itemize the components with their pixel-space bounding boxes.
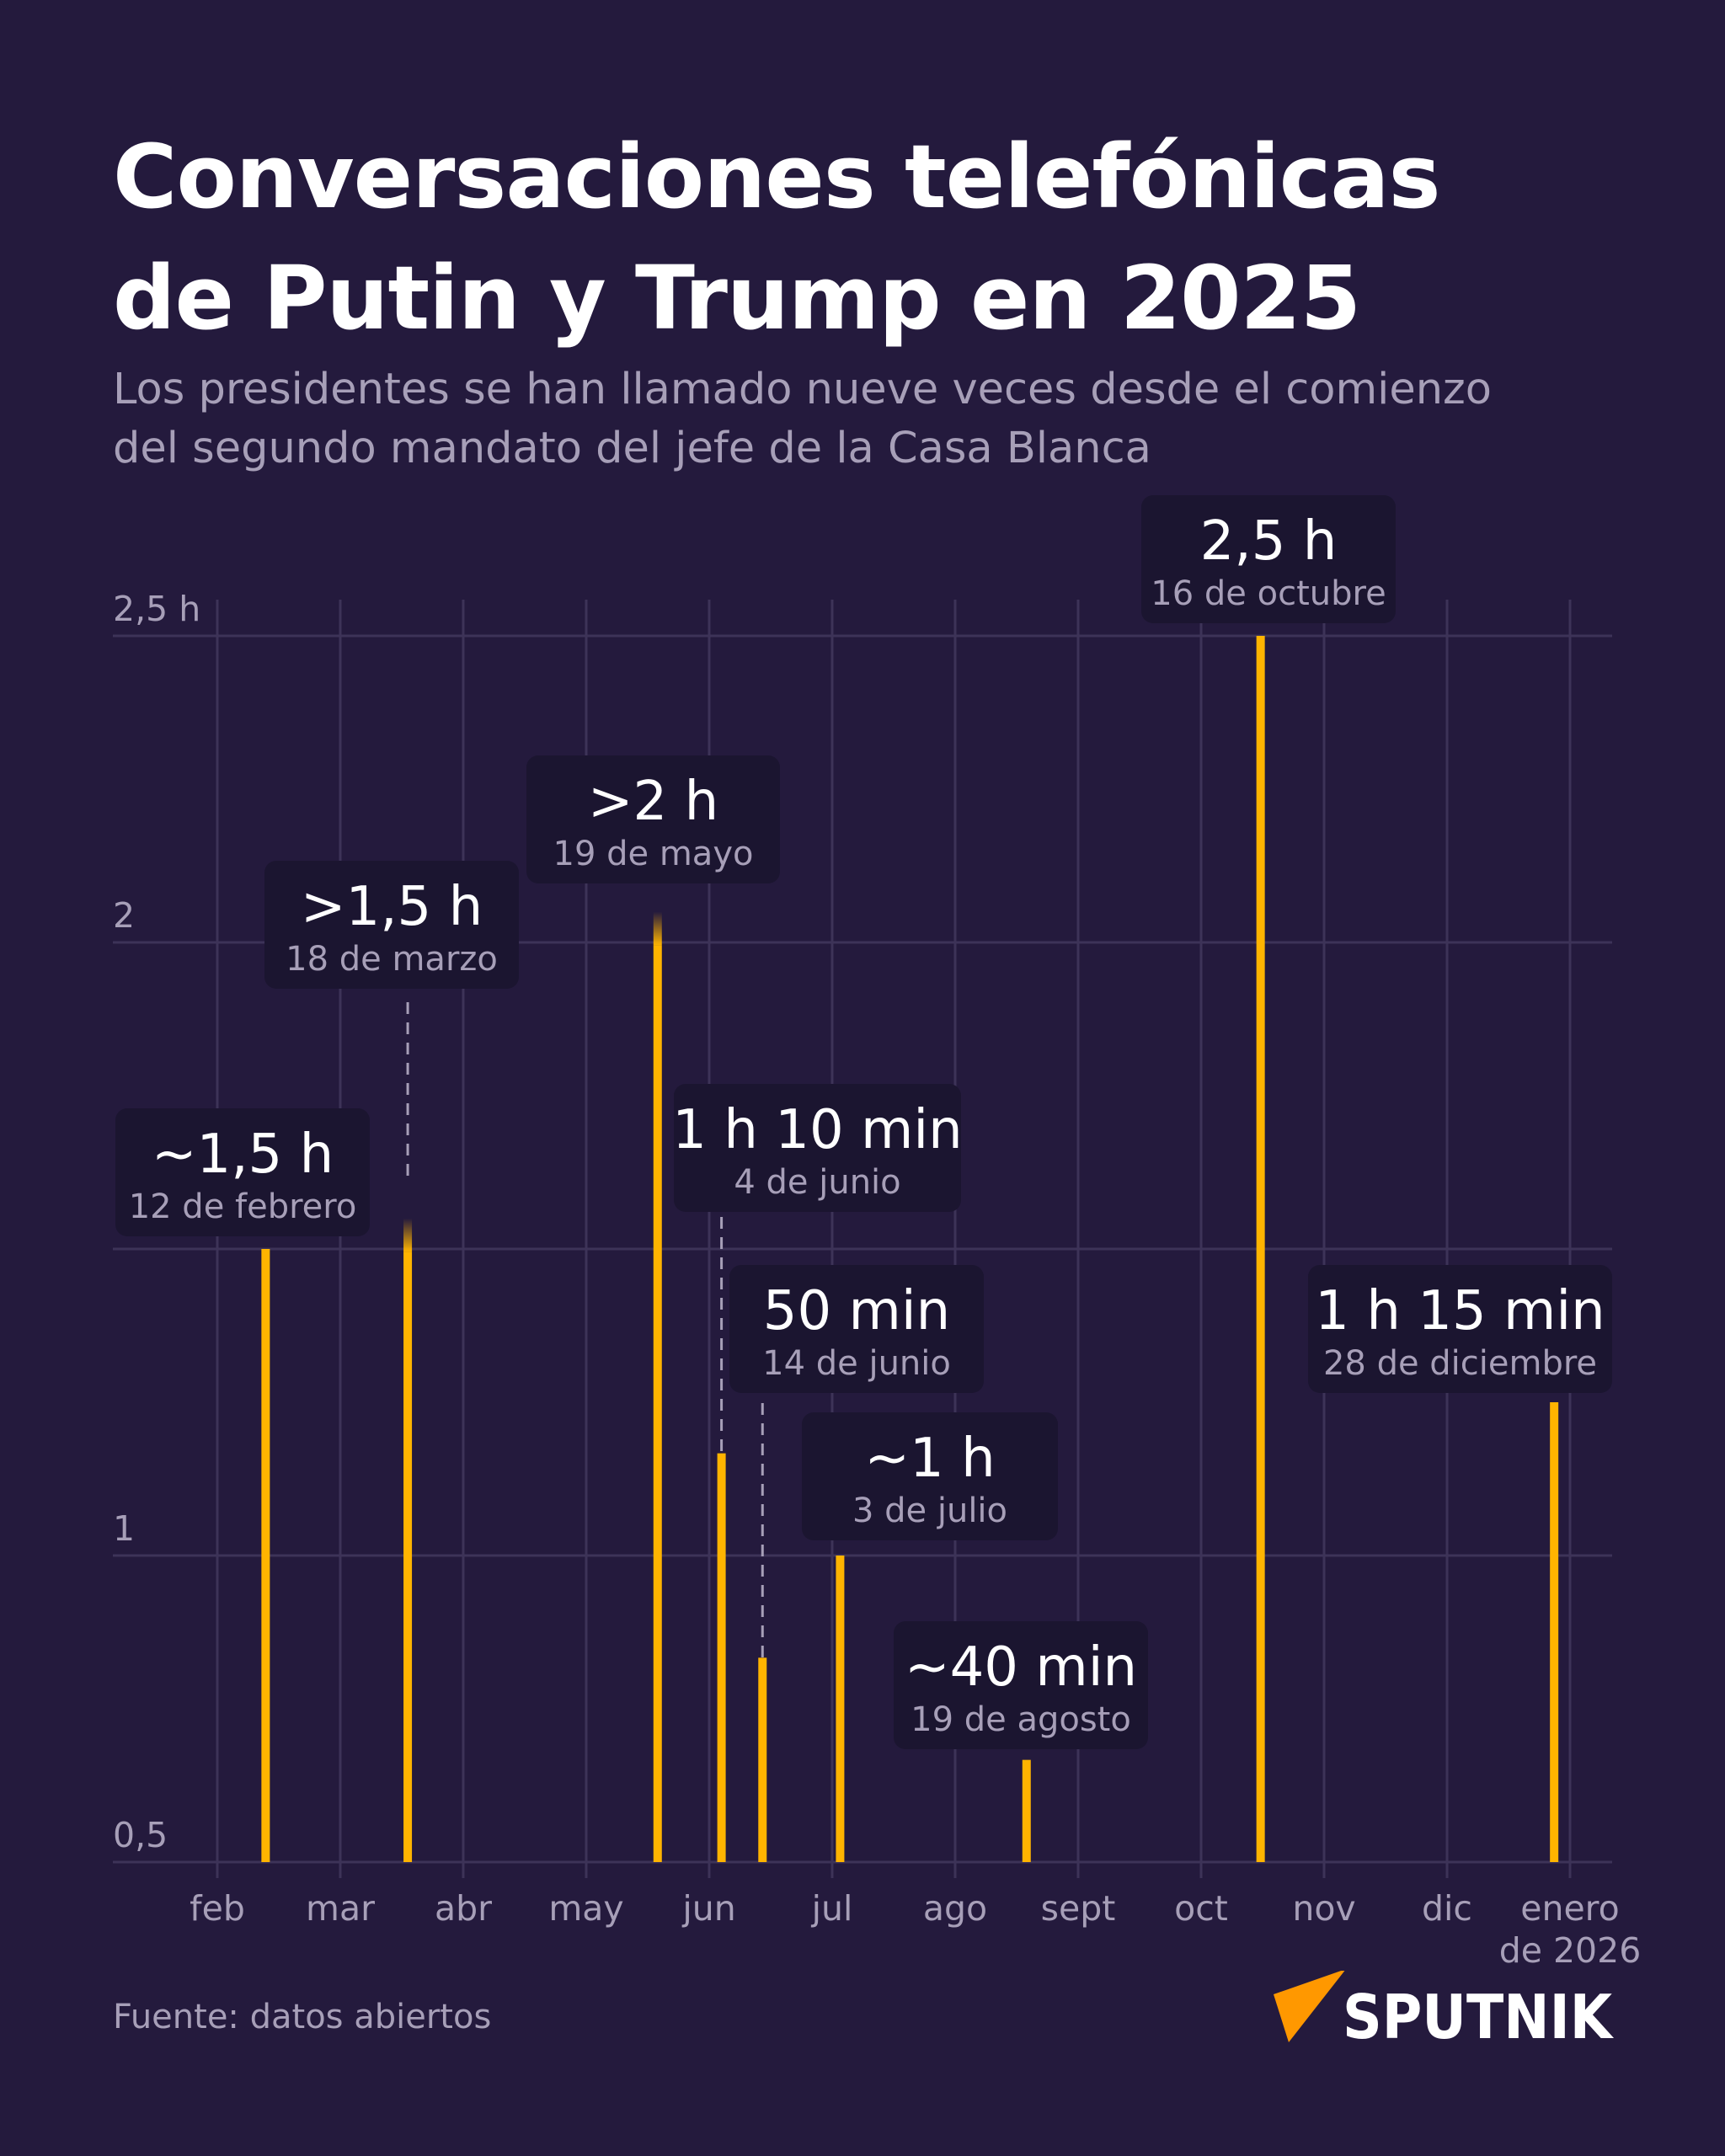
x-tick-label: abr <box>435 1888 492 1929</box>
x-tick-label: enero <box>1520 1888 1619 1929</box>
bar-fade-top <box>653 911 662 946</box>
x-tick-label: may <box>548 1888 623 1929</box>
source-note: Fuente: datos abiertos <box>113 1998 492 2036</box>
data-label-date: 16 de octubre <box>1151 574 1386 613</box>
data-label-date: 19 de mayo <box>553 835 754 873</box>
data-label-date: 28 de diciembre <box>1323 1344 1597 1383</box>
data-label-box <box>802 1412 1058 1540</box>
bar <box>1550 1402 1559 1862</box>
data-label-box <box>674 1084 961 1212</box>
data-label-value: ~40 min <box>905 1636 1137 1699</box>
sputnik-arrow-icon <box>1274 1971 1345 2042</box>
svg-text:SPUTNIK: SPUTNIK <box>1343 1982 1614 2052</box>
data-label-value: 1 h 15 min <box>1315 1280 1605 1342</box>
bar <box>1022 1759 1031 1862</box>
bar <box>717 1453 726 1862</box>
data-label-date: 14 de junio <box>762 1344 951 1383</box>
title-line-2: de Putin y Trump en 2025 <box>113 247 1361 350</box>
y-tick-label: 2 <box>113 895 135 936</box>
bar <box>403 1251 413 1862</box>
data-label-box <box>729 1265 984 1393</box>
sputnik-logo: SPUTNIK <box>1274 1971 1614 2052</box>
y-tick-label: 1 <box>113 1508 135 1549</box>
data-label-value: 1 h 10 min <box>672 1099 962 1161</box>
x-tick-label: ago <box>923 1888 987 1929</box>
bar <box>758 1657 767 1862</box>
bar <box>653 945 662 1862</box>
title-line-1: Conversaciones telefónicas <box>113 125 1440 228</box>
data-label-box <box>526 755 780 883</box>
data-label-box <box>894 1621 1148 1749</box>
data-label-value: 2,5 h <box>1200 510 1338 573</box>
subtitle-line-2: del segundo mandato del jefe de la Casa … <box>113 424 1151 473</box>
data-label-value: >2 h <box>588 771 718 833</box>
chart-title: Conversaciones telefónicas de Putin y Tru… <box>113 116 1440 359</box>
data-label-value: >1,5 h <box>301 876 483 938</box>
data-label-date: 18 de marzo <box>286 940 498 979</box>
data-label-box <box>264 861 519 989</box>
chart-subtitle: Los presidentes se han llamado nueve vec… <box>113 360 1629 478</box>
x-tick-label: de 2026 <box>1499 1930 1642 1971</box>
y-tick-label: 2,5 h <box>113 589 200 629</box>
bar <box>261 1249 270 1862</box>
data-label-date: 12 de febrero <box>129 1187 357 1226</box>
bar <box>1256 636 1265 1862</box>
data-label-value: ~1 h <box>864 1428 995 1490</box>
bar <box>836 1556 845 1862</box>
x-tick-label: sept <box>1041 1888 1116 1929</box>
x-tick-label: jul <box>811 1888 853 1929</box>
data-label-box <box>115 1108 370 1236</box>
data-label-value: ~1,5 h <box>152 1123 334 1186</box>
subtitle-line-1: Los presidentes se han llamado nueve vec… <box>113 365 1493 414</box>
data-label-date: 4 de junio <box>734 1163 900 1202</box>
x-tick-label: jun <box>681 1888 735 1929</box>
x-tick-label: feb <box>190 1888 245 1929</box>
data-label-value: 50 min <box>763 1280 950 1342</box>
data-label-date: 19 de agosto <box>911 1700 1131 1739</box>
x-tick-label: nov <box>1292 1888 1355 1929</box>
bar-fade-top <box>403 1218 413 1252</box>
x-tick-label: mar <box>306 1888 375 1929</box>
x-tick-label: oct <box>1174 1888 1228 1929</box>
data-label-box <box>1308 1265 1612 1393</box>
data-label-date: 3 de julio <box>852 1492 1007 1530</box>
x-tick-label: dic <box>1422 1888 1472 1929</box>
data-label-box <box>1141 495 1396 623</box>
y-tick-label: 0,5 <box>113 1815 168 1855</box>
